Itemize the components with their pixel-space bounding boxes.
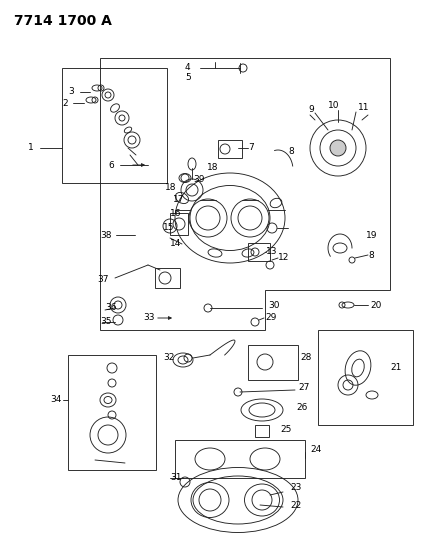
Text: 20: 20 [370,301,381,310]
Circle shape [330,140,346,156]
Bar [248,345,298,380]
Text: 26: 26 [296,403,307,413]
Text: 5: 5 [185,74,191,83]
Text: 21: 21 [390,364,401,373]
Bar [170,213,188,235]
Text: 33: 33 [143,313,155,322]
Text: 3: 3 [68,87,74,96]
Text: 32: 32 [163,353,174,362]
Bar [155,268,180,288]
Bar [218,140,242,158]
Text: 15: 15 [163,222,175,231]
Text: 14: 14 [170,239,181,248]
Text: 17: 17 [173,196,184,205]
Text: 7: 7 [248,143,254,152]
Text: 27: 27 [298,384,309,392]
Bar [68,355,156,470]
Bar [255,425,269,437]
Text: 8: 8 [288,148,294,157]
Text: 12: 12 [278,254,289,262]
Bar [62,68,167,183]
Text: 19: 19 [366,230,377,239]
Text: 34: 34 [50,395,61,405]
Text: 39: 39 [193,175,205,184]
Text: 22: 22 [290,500,301,510]
Text: 28: 28 [300,353,312,362]
Text: 36: 36 [105,303,116,312]
Text: 6: 6 [108,160,114,169]
Text: 29: 29 [265,313,276,322]
Bar [318,330,413,425]
Text: 35: 35 [100,318,112,327]
Text: 18: 18 [165,183,176,192]
Text: 9: 9 [308,106,314,115]
Bar [248,243,270,261]
Text: 1: 1 [28,143,34,152]
Text: 25: 25 [280,425,291,434]
Bar [175,440,305,478]
Text: 31: 31 [170,473,181,482]
Text: 2: 2 [62,99,68,108]
Text: 16: 16 [170,208,181,217]
Text: 18: 18 [207,164,219,173]
Text: 13: 13 [266,247,277,256]
Text: 8: 8 [368,251,374,260]
Text: 38: 38 [100,230,112,239]
Text: 7714 1700 A: 7714 1700 A [14,14,112,28]
Text: 30: 30 [268,301,279,310]
Text: 11: 11 [358,103,369,112]
Text: 24: 24 [310,446,321,455]
Text: 10: 10 [328,101,339,109]
Text: 4: 4 [185,63,190,72]
Text: 37: 37 [97,276,109,285]
Text: 23: 23 [290,483,301,492]
